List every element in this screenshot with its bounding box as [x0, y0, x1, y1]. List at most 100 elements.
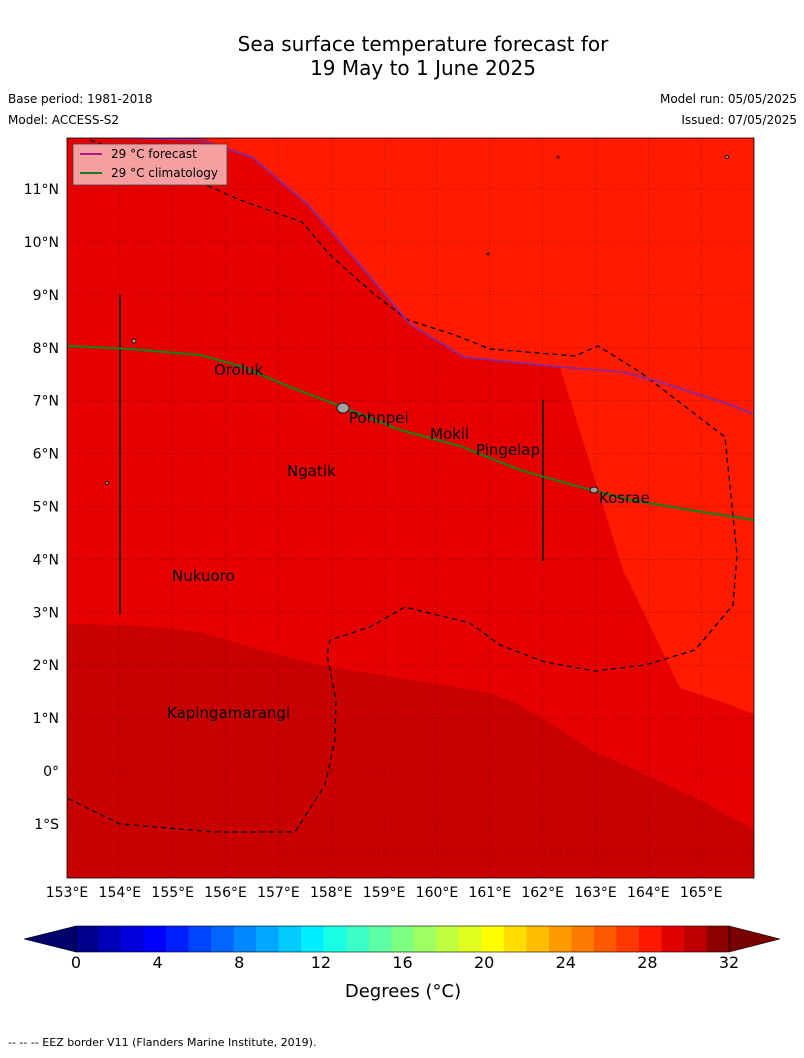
colorbar-tick-label: 28	[637, 953, 657, 972]
longitude-tick-label: 154°E	[99, 885, 142, 901]
colorbar-swatch	[346, 926, 370, 952]
small-island	[105, 481, 109, 485]
latitude-tick-label: 0°	[43, 764, 59, 780]
longitude-tick-label: 158°E	[310, 885, 353, 901]
colorbar-tick-label: 24	[556, 953, 576, 972]
colorbar-swatch	[548, 926, 572, 952]
colorbar-swatch	[166, 926, 189, 952]
latitude-tick-label: 3°N	[33, 605, 59, 621]
latitude-tick-label: 6°N	[33, 447, 59, 463]
colorbar-swatch	[458, 926, 482, 952]
colorbar-swatch	[188, 926, 212, 952]
colorbar-swatch	[323, 926, 347, 952]
colorbar-swatch	[233, 926, 257, 952]
longitude-tick-label: 156°E	[204, 885, 247, 901]
climatology-29c-isotherm	[67, 344, 754, 522]
colorbar-label: Degrees (°C)	[345, 981, 461, 1002]
colorbar-swatch	[526, 926, 550, 952]
title-line-2: 19 May to 1 June 2025	[310, 56, 536, 80]
latitude-tick-label: 7°N	[33, 394, 59, 410]
place-label: Pingelap	[476, 441, 540, 459]
longitude-tick-label: 153°E	[46, 885, 89, 901]
latitude-tick-label: 4°N	[33, 552, 59, 568]
longitude-tick-label: 155°E	[151, 885, 194, 901]
latitude-tick-label: 9°N	[33, 288, 59, 304]
small-island	[556, 155, 560, 159]
colorbar-swatch	[98, 926, 122, 952]
colorbar-swatch	[436, 926, 460, 952]
longitude-tick-label: 159°E	[363, 885, 406, 901]
colorbar-min-extension	[23, 925, 77, 953]
eez-border-pohnpei	[67, 139, 738, 833]
small-island	[725, 155, 729, 159]
map-area: Oroluk Pohnpei Mokil Pingelap Ngatik Kos…	[67, 138, 754, 878]
longitude-tick-label: 161°E	[469, 885, 512, 901]
base-period-label: Base period: 1981-2018	[8, 92, 153, 106]
latitude-tick-label: 8°N	[33, 341, 59, 357]
kosrae-island	[589, 486, 599, 494]
colorbar-swatch	[368, 926, 392, 952]
latitude-tick-label: 10°N	[24, 235, 59, 251]
latitude-tick-label: 11°N	[24, 182, 59, 198]
pohnpei-island	[336, 402, 350, 414]
colorbar-swatch	[278, 926, 302, 952]
latitude-tick-label: 2°N	[33, 658, 59, 674]
latitude-tick-label: 5°N	[33, 500, 59, 516]
colorbar-swatch	[256, 926, 280, 952]
sst-cool-south-region	[67, 624, 754, 878]
place-label: Nukuoro	[172, 567, 235, 585]
longitude-tick-label: 164°E	[627, 885, 670, 901]
issued-label: Issued: 07/05/2025	[681, 113, 797, 127]
footer-note: -- -- -- EEZ border V11 (Flanders Marine…	[8, 1036, 317, 1049]
graticule	[67, 138, 754, 878]
colorbar-tick-label: 20	[474, 953, 494, 972]
colorbar-swatch	[616, 926, 640, 952]
place-labels: Oroluk Pohnpei Mokil Pingelap Ngatik Kos…	[167, 361, 650, 722]
islands	[105, 155, 729, 494]
legend-climatology-label: 29 °C climatology	[111, 166, 218, 180]
sst-warm-region	[67, 138, 754, 714]
colorbar-swatch	[661, 926, 685, 952]
longitude-tick-label: 160°E	[416, 885, 459, 901]
longitude-labels: 153°E 154°E 155°E 156°E 157°E 158°E 159°E 160°E…	[46, 885, 723, 901]
colorbar-tick-label: 32	[719, 953, 739, 972]
colorbar-swatch	[301, 926, 325, 952]
legend: 29 °C forecast 29 °C climatology	[72, 143, 228, 186]
latitude-tick-label: 1°N	[33, 711, 59, 727]
longitude-tick-label: 162°E	[521, 885, 564, 901]
colorbar-frame	[75, 925, 730, 953]
colorbar-swatch	[571, 926, 595, 952]
forecast-29c-isotherm	[73, 138, 754, 415]
colorbar-swatch	[706, 926, 730, 952]
chart-title: Sea surface temperature forecast for 19 …	[0, 32, 804, 80]
longitude-tick-label: 157°E	[257, 885, 300, 901]
map-frame	[66, 137, 755, 879]
colorbar-tick-label: 0	[71, 953, 81, 972]
colorbar-swatch	[683, 926, 707, 952]
longitude-tick-label: 165°E	[680, 885, 723, 901]
legend-forecast-label: 29 °C forecast	[111, 147, 197, 161]
colorbar-tick-label: 4	[153, 953, 163, 972]
colorbar-swatch	[593, 926, 617, 952]
colorbar-swatch	[413, 926, 437, 952]
small-island	[486, 252, 490, 256]
place-label: Pohnpei	[349, 409, 409, 427]
model-run-label: Model run: 05/05/2025	[659, 92, 797, 106]
colorbar-swatch	[391, 926, 415, 952]
colorbar-swatch	[143, 926, 167, 952]
colorbar-swatch	[121, 926, 144, 952]
colorbar-tick-label: 12	[311, 953, 331, 972]
place-label: Ngatik	[287, 462, 336, 480]
colorbar-swatch	[638, 926, 662, 952]
colorbar-swatch	[211, 926, 235, 952]
place-label: Mokil	[430, 425, 469, 443]
place-label: Kosrae	[599, 489, 650, 507]
colorbar-swatch	[503, 926, 527, 952]
colorbar-swatch	[76, 926, 99, 952]
place-label: Oroluk	[214, 361, 263, 379]
colorbar-tick-label: 16	[392, 953, 412, 972]
place-label: Kapingamarangi	[167, 704, 290, 722]
title-line-1: Sea surface temperature forecast for	[237, 32, 609, 56]
latitude-labels: 11°N 10°N 9°N 8°N 7°N 6°N 5°N 4°N 3°N 2°N 1°N 0° 1°S	[24, 182, 59, 833]
